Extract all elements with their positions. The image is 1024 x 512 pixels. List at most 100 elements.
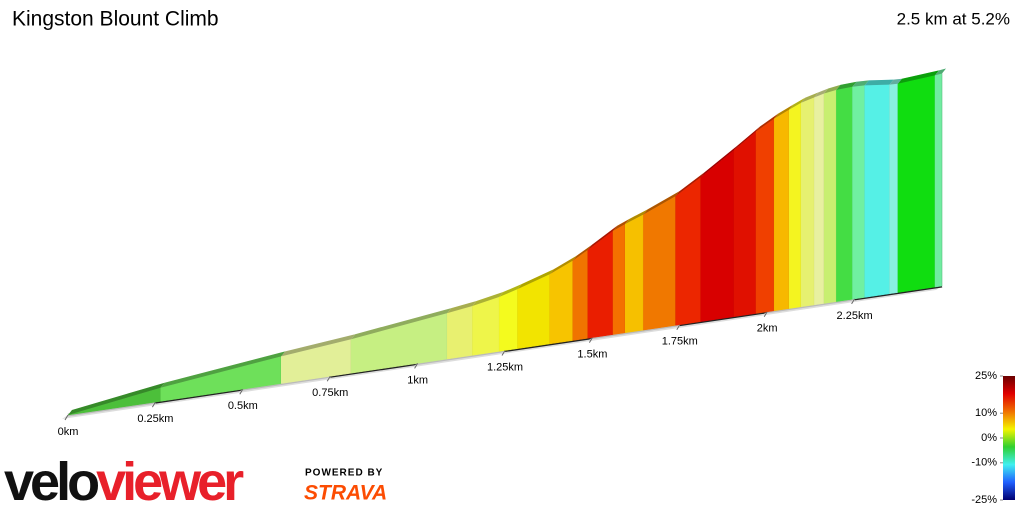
powered-by: POWERED BY	[305, 468, 383, 479]
strava-logo: STRAVA	[304, 482, 387, 505]
profile-top	[549, 255, 577, 275]
profile-top-shade	[801, 92, 819, 103]
profile-top	[675, 172, 705, 197]
profile-segment	[897, 75, 936, 293]
x-tick	[64, 414, 69, 421]
colorbar-label: 10%	[975, 407, 997, 419]
profile-segment	[814, 93, 825, 306]
profile-top	[517, 269, 554, 290]
profile-top-shade	[472, 291, 504, 306]
profile-top-shade	[774, 104, 794, 119]
profile-top	[836, 81, 857, 90]
x-tick	[326, 376, 331, 382]
profile-top	[572, 244, 592, 261]
profile-top-shade	[499, 284, 522, 297]
profile-top-shade	[160, 351, 286, 388]
x-tick-label: 1.5km	[577, 349, 607, 361]
profile-top	[897, 70, 940, 84]
profile-segment	[499, 288, 518, 352]
x-tick-label: 1.25km	[487, 361, 523, 373]
x-tick	[151, 401, 156, 408]
profile-segment	[733, 131, 757, 317]
profile-top	[68, 382, 165, 415]
x-tick-label: 0.5km	[228, 400, 258, 412]
profile-top	[700, 145, 738, 178]
profile-segment	[472, 296, 500, 356]
x-tick-label: 1km	[407, 374, 428, 386]
profile-top	[160, 351, 286, 388]
x-tick-label: 0.75km	[312, 387, 348, 399]
profile-top	[351, 308, 452, 340]
profile-top-shade	[889, 78, 902, 85]
chart-title: Kingston Blount Climb	[12, 8, 219, 31]
profile-top	[587, 225, 618, 250]
profile-top-shade	[447, 300, 477, 314]
profile-top-shade	[281, 334, 356, 357]
x-tick	[851, 298, 856, 305]
x-tick-label: 2.25km	[837, 310, 873, 322]
profile-segment	[773, 109, 790, 312]
colorbar-label: -25%	[971, 494, 997, 506]
x-tick	[501, 350, 506, 356]
x-tick	[763, 311, 768, 318]
profile-top-shade	[587, 225, 618, 250]
profile-top	[613, 218, 630, 231]
profile-top	[756, 113, 779, 132]
profile-segment	[889, 83, 899, 295]
profile-top	[824, 84, 841, 94]
profile-segment	[700, 149, 735, 322]
profile-top-shade	[625, 209, 648, 224]
colorbar-label: -10%	[971, 457, 997, 469]
profile-segment	[572, 249, 589, 341]
profile-top-shade	[517, 269, 554, 290]
profile-top	[472, 291, 504, 306]
logo-viewer: viewer	[96, 452, 244, 512]
profile-segment	[549, 260, 574, 345]
profile-top-shade	[549, 255, 577, 275]
colorbar-label: 0%	[981, 432, 997, 444]
x-tick	[588, 337, 593, 343]
profile-segment	[836, 86, 853, 302]
colorbar	[1003, 376, 1015, 500]
logo: veloviewer	[4, 452, 244, 512]
profile-top-shade	[814, 88, 829, 98]
profile-top-shade	[700, 145, 738, 178]
profile-segment	[755, 118, 775, 314]
profile-top-shade	[852, 80, 869, 87]
profile-top-shade	[613, 218, 630, 231]
colorbar-label: 25%	[975, 370, 997, 382]
x-tick	[676, 324, 681, 330]
profile-segment	[447, 305, 473, 360]
profile-top	[789, 97, 806, 110]
x-tick-label: 2km	[757, 323, 778, 335]
x-tick-label: 0km	[58, 426, 79, 438]
profile-top	[643, 191, 680, 215]
profile-segment	[612, 223, 626, 335]
profile-top-shade	[836, 81, 857, 90]
profile-top	[801, 92, 819, 103]
x-tick	[239, 388, 244, 395]
profile-segment	[675, 176, 702, 326]
profile-top	[889, 78, 902, 85]
chart-subtitle: 2.5 km at 5.2%	[897, 9, 1010, 28]
profile-segment	[864, 84, 890, 298]
x-tick-label: 1.75km	[662, 336, 698, 348]
profile-top-shade	[897, 70, 940, 84]
profile-top	[774, 104, 794, 119]
profile-top	[864, 79, 894, 86]
profile-top-shade	[572, 244, 592, 261]
profile-top	[281, 334, 356, 357]
profile-segment	[625, 214, 644, 334]
logo-velo: velo	[4, 452, 98, 512]
profile-top-shade	[351, 308, 452, 340]
profile-segment	[852, 85, 865, 300]
profile-top-shade	[643, 191, 680, 215]
profile-top	[447, 300, 477, 314]
x-tick	[414, 363, 419, 369]
x-tick-label: 0.25km	[137, 413, 173, 425]
profile-top	[935, 68, 946, 76]
profile-top	[814, 88, 829, 98]
profile-top-shade	[824, 84, 841, 94]
profile-segment	[800, 97, 815, 308]
